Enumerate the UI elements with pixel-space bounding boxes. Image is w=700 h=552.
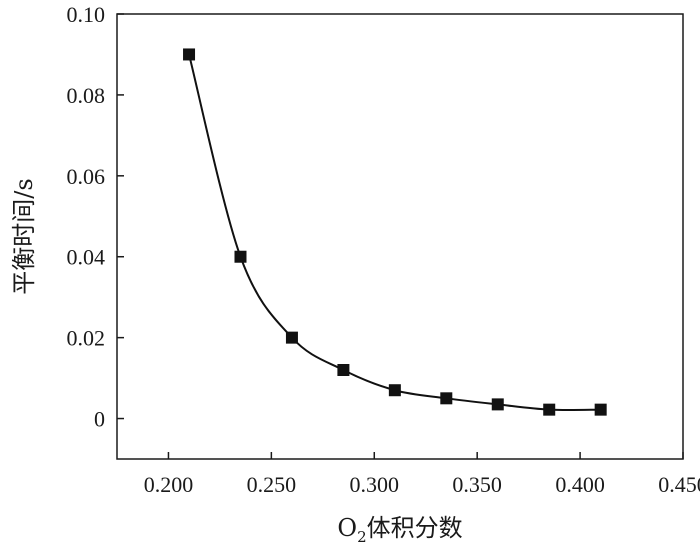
- x-tick-label: 0.300: [350, 472, 400, 497]
- data-point-marker: [594, 403, 607, 416]
- x-axis-title-subscript: 2: [357, 528, 367, 546]
- x-tick-label: 0.350: [452, 472, 502, 497]
- data-point-marker: [183, 48, 196, 61]
- x-axis-ticks: 0.200 0.250 0.300 0.350 0.400 0.450: [144, 452, 700, 497]
- fit-curve: [188, 54, 601, 412]
- y-tick-label: 0.10: [67, 2, 106, 27]
- y-axis-ticks: 0 0.02 0.04 0.06 0.08 0.10: [67, 2, 124, 432]
- y-tick-label: 0.04: [67, 245, 106, 270]
- data-point-marker: [543, 403, 556, 416]
- y-tick-label: 0: [94, 407, 105, 432]
- y-tick-label: 0.08: [67, 83, 106, 108]
- data-point-marker: [440, 392, 453, 405]
- y-axis-title: 平衡时间/s: [10, 178, 38, 294]
- x-tick-label: 0.200: [144, 472, 194, 497]
- data-point-marker: [234, 250, 247, 263]
- x-axis-title: O2体积分数: [337, 514, 462, 546]
- data-points: [183, 48, 607, 416]
- plot-frame: [116, 13, 684, 460]
- y-tick-label: 0.06: [67, 164, 106, 189]
- x-axis-title-rest: 体积分数: [367, 514, 463, 542]
- x-tick-label: 0.400: [555, 472, 605, 497]
- data-point-marker: [491, 398, 504, 411]
- data-point-marker: [337, 364, 350, 376]
- data-point-marker: [388, 384, 401, 397]
- x-tick-label: 0.450: [658, 472, 700, 497]
- y-tick-label: 0.02: [67, 326, 106, 351]
- x-tick-label: 0.250: [247, 472, 297, 497]
- x-axis-title-main: O: [337, 514, 357, 542]
- data-point-marker: [285, 331, 298, 344]
